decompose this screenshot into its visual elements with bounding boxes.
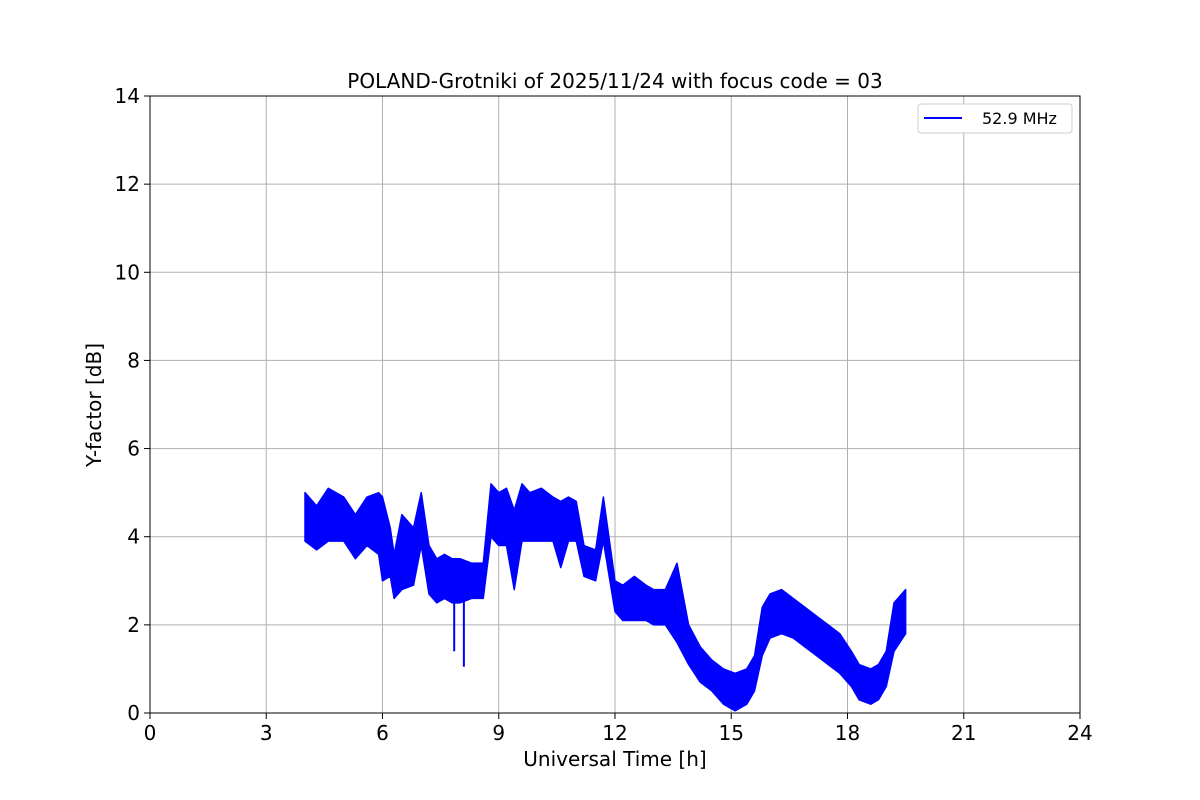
y-tick-label: 6 [127, 437, 140, 461]
x-tick-label: 6 [376, 721, 389, 745]
legend: 52.9 MHz [917, 103, 1073, 134]
x-axis-label: Universal Time [h] [523, 747, 706, 771]
x-tick-label: 12 [602, 721, 627, 745]
x-tick-label: 9 [492, 721, 505, 745]
y-axis-label: Y-factor [dB] [82, 343, 106, 468]
legend-label-52-9-mhz: 52.9 MHz [982, 109, 1057, 128]
x-tick-label: 0 [144, 721, 157, 745]
x-tick-label: 3 [260, 721, 273, 745]
series-52-9-mhz [304, 483, 907, 712]
x-tick-label: 15 [719, 721, 744, 745]
y-tick-label: 8 [127, 348, 140, 372]
x-tick-label: 21 [951, 721, 976, 745]
y-tick-label: 14 [115, 84, 140, 108]
chart-title: POLAND-Grotniki of 2025/11/24 with focus… [347, 69, 882, 93]
y-tick-label: 12 [115, 172, 140, 196]
x-tick-label: 18 [835, 721, 860, 745]
y-tick-label: 0 [127, 701, 140, 725]
legend-box [917, 103, 1073, 134]
y-tick-label: 10 [115, 260, 140, 284]
grid [149, 95, 1081, 714]
y-tick-label: 2 [127, 613, 140, 637]
x-tick-label: 24 [1067, 721, 1092, 745]
y-tick-label: 4 [127, 525, 140, 549]
series-line [304, 484, 907, 711]
